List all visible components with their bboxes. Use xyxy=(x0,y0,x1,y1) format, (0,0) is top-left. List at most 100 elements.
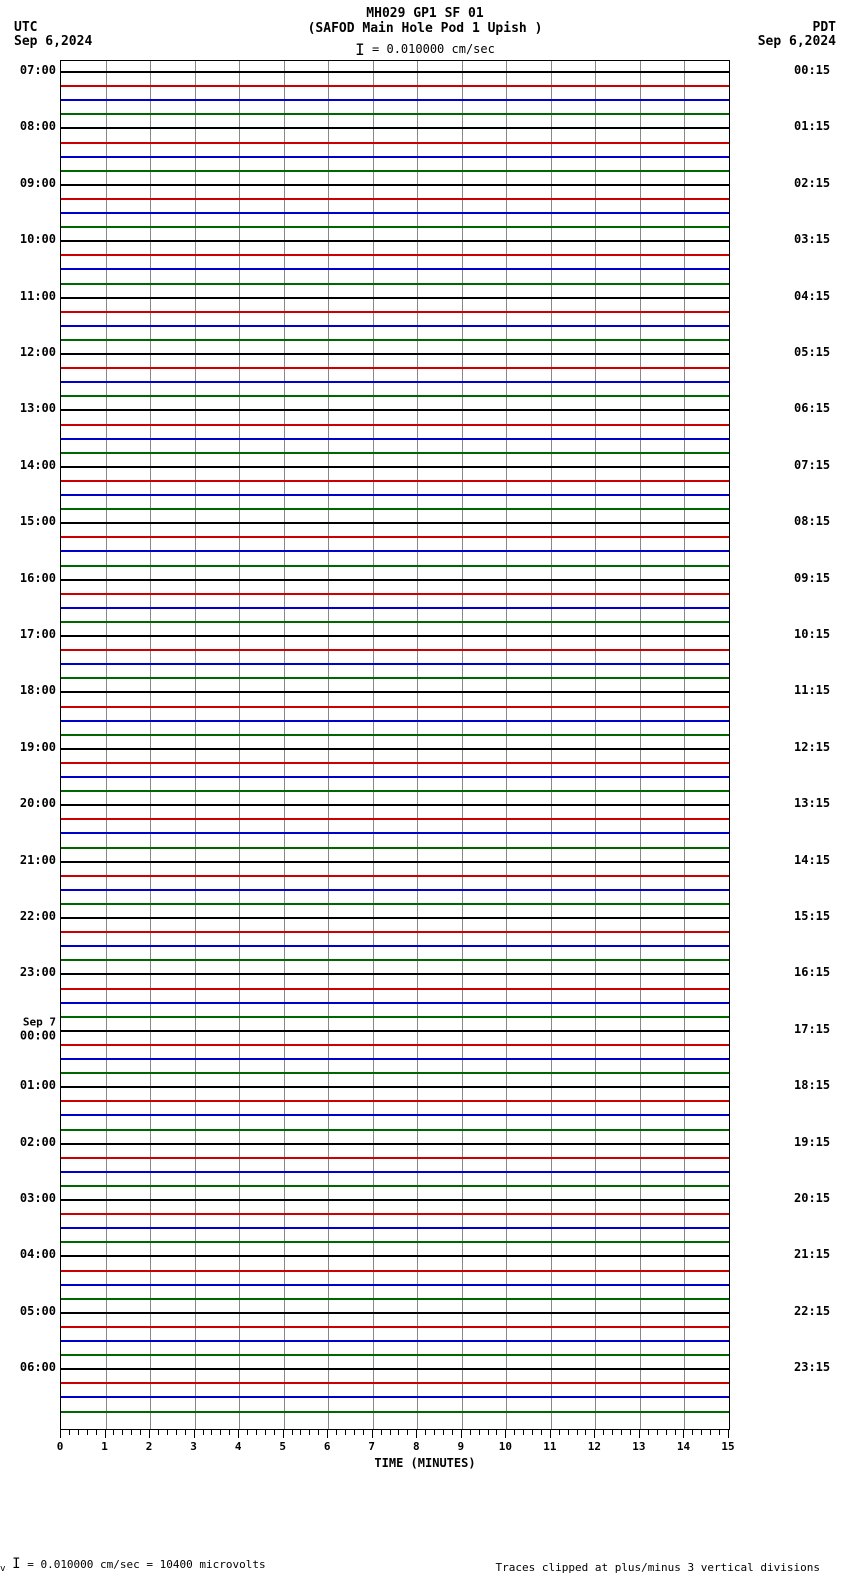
seismic-trace xyxy=(61,847,729,849)
left-time-label: Sep 700:00 xyxy=(10,1015,56,1042)
xaxis-minor-tick xyxy=(657,1430,658,1435)
vgrid-line xyxy=(195,61,196,1429)
seismic-trace xyxy=(61,677,729,679)
xaxis-minor-tick xyxy=(140,1430,141,1435)
xaxis-label: 2 xyxy=(146,1440,153,1453)
right-time-label: 13:15 xyxy=(794,796,840,810)
right-time-label: 02:15 xyxy=(794,176,840,190)
xaxis-label: 6 xyxy=(324,1440,331,1453)
seismic-trace xyxy=(61,804,729,806)
seismic-trace xyxy=(61,1044,729,1046)
left-time-label: 03:00 xyxy=(10,1191,56,1205)
xaxis-label: 12 xyxy=(588,1440,601,1453)
seismic-trace xyxy=(61,1072,729,1074)
right-time-label: 11:15 xyxy=(794,683,840,697)
seismic-trace xyxy=(61,268,729,270)
seismic-trace xyxy=(61,903,729,905)
left-time-label: 23:00 xyxy=(10,965,56,979)
xaxis-tick xyxy=(505,1430,506,1438)
right-time-label: 18:15 xyxy=(794,1078,840,1092)
seismic-trace xyxy=(61,353,729,355)
right-time-label: 19:15 xyxy=(794,1135,840,1149)
xaxis-minor-tick xyxy=(407,1430,408,1435)
seismic-trace xyxy=(61,127,729,129)
xaxis-minor-tick xyxy=(719,1430,720,1435)
right-time-label: 14:15 xyxy=(794,853,840,867)
seismic-trace xyxy=(61,649,729,651)
seismic-trace xyxy=(61,99,729,101)
xaxis-minor-tick xyxy=(479,1430,480,1435)
vgrid-line xyxy=(106,61,107,1429)
utc-date: Sep 6,2024 xyxy=(14,34,92,49)
xaxis-tick xyxy=(550,1430,551,1438)
left-time-label: 16:00 xyxy=(10,571,56,585)
seismic-trace xyxy=(61,1199,729,1201)
right-time-label: 20:15 xyxy=(794,1191,840,1205)
seismic-trace xyxy=(61,325,729,327)
right-time-label: 08:15 xyxy=(794,514,840,528)
xaxis-minor-tick xyxy=(390,1430,391,1435)
xaxis-minor-tick xyxy=(621,1430,622,1435)
xaxis-minor-tick xyxy=(710,1430,711,1435)
right-time-label: 01:15 xyxy=(794,119,840,133)
seismic-trace xyxy=(61,240,729,242)
xaxis-minor-tick xyxy=(176,1430,177,1435)
seismic-trace xyxy=(61,1340,729,1342)
seismic-trace xyxy=(61,1255,729,1257)
seismic-trace xyxy=(61,1002,729,1004)
footer-left-text: = 0.010000 cm/sec = 10400 microvolts xyxy=(21,1558,266,1571)
seismic-trace xyxy=(61,1227,729,1229)
vgrid-line xyxy=(684,61,685,1429)
xaxis-label: 8 xyxy=(413,1440,420,1453)
right-time-label: 23:15 xyxy=(794,1360,840,1374)
left-time-label: 19:00 xyxy=(10,740,56,754)
xaxis-tick xyxy=(60,1430,61,1438)
seismic-trace xyxy=(61,283,729,285)
seismic-trace xyxy=(61,579,729,581)
footer-right: Traces clipped at plus/minus 3 vertical … xyxy=(495,1561,820,1574)
vgrid-line xyxy=(328,61,329,1429)
seismic-trace xyxy=(61,818,729,820)
right-time-label: 06:15 xyxy=(794,401,840,415)
xaxis-minor-tick xyxy=(211,1430,212,1435)
xaxis-minor-tick xyxy=(612,1430,613,1435)
xaxis-tick xyxy=(238,1430,239,1438)
seismic-trace xyxy=(61,466,729,468)
right-time-label: 03:15 xyxy=(794,232,840,246)
xaxis-label: 10 xyxy=(499,1440,512,1453)
xaxis-label: 3 xyxy=(190,1440,197,1453)
xaxis-minor-tick xyxy=(692,1430,693,1435)
seismic-trace xyxy=(61,452,729,454)
seismic-trace xyxy=(61,1241,729,1243)
xaxis-minor-tick xyxy=(666,1430,667,1435)
xaxis-label: 1 xyxy=(101,1440,108,1453)
left-time-label: 08:00 xyxy=(10,119,56,133)
vgrid-line xyxy=(551,61,552,1429)
xaxis-minor-tick xyxy=(434,1430,435,1435)
utc-label: UTC xyxy=(14,20,37,35)
seismic-trace xyxy=(61,1157,729,1159)
xaxis-minor-tick xyxy=(630,1430,631,1435)
left-time-label: 07:00 xyxy=(10,63,56,77)
seismic-trace xyxy=(61,142,729,144)
vgrid-line xyxy=(595,61,596,1429)
seismic-trace xyxy=(61,621,729,623)
seismic-trace xyxy=(61,184,729,186)
seismic-trace xyxy=(61,409,729,411)
right-time-label: 22:15 xyxy=(794,1304,840,1318)
xaxis-tick xyxy=(728,1430,729,1438)
seismic-trace xyxy=(61,1114,729,1116)
pdt-label: PDT xyxy=(813,20,836,35)
xaxis-minor-tick xyxy=(256,1430,257,1435)
vgrid-line xyxy=(373,61,374,1429)
seismic-trace xyxy=(61,1411,729,1413)
xaxis-tick xyxy=(327,1430,328,1438)
xaxis-minor-tick xyxy=(265,1430,266,1435)
seismic-trace xyxy=(61,480,729,482)
seismic-trace xyxy=(61,1171,729,1173)
seismic-trace xyxy=(61,1058,729,1060)
seismic-trace xyxy=(61,1143,729,1145)
seismic-trace xyxy=(61,85,729,87)
xaxis-minor-tick xyxy=(167,1430,168,1435)
seismic-trace xyxy=(61,536,729,538)
